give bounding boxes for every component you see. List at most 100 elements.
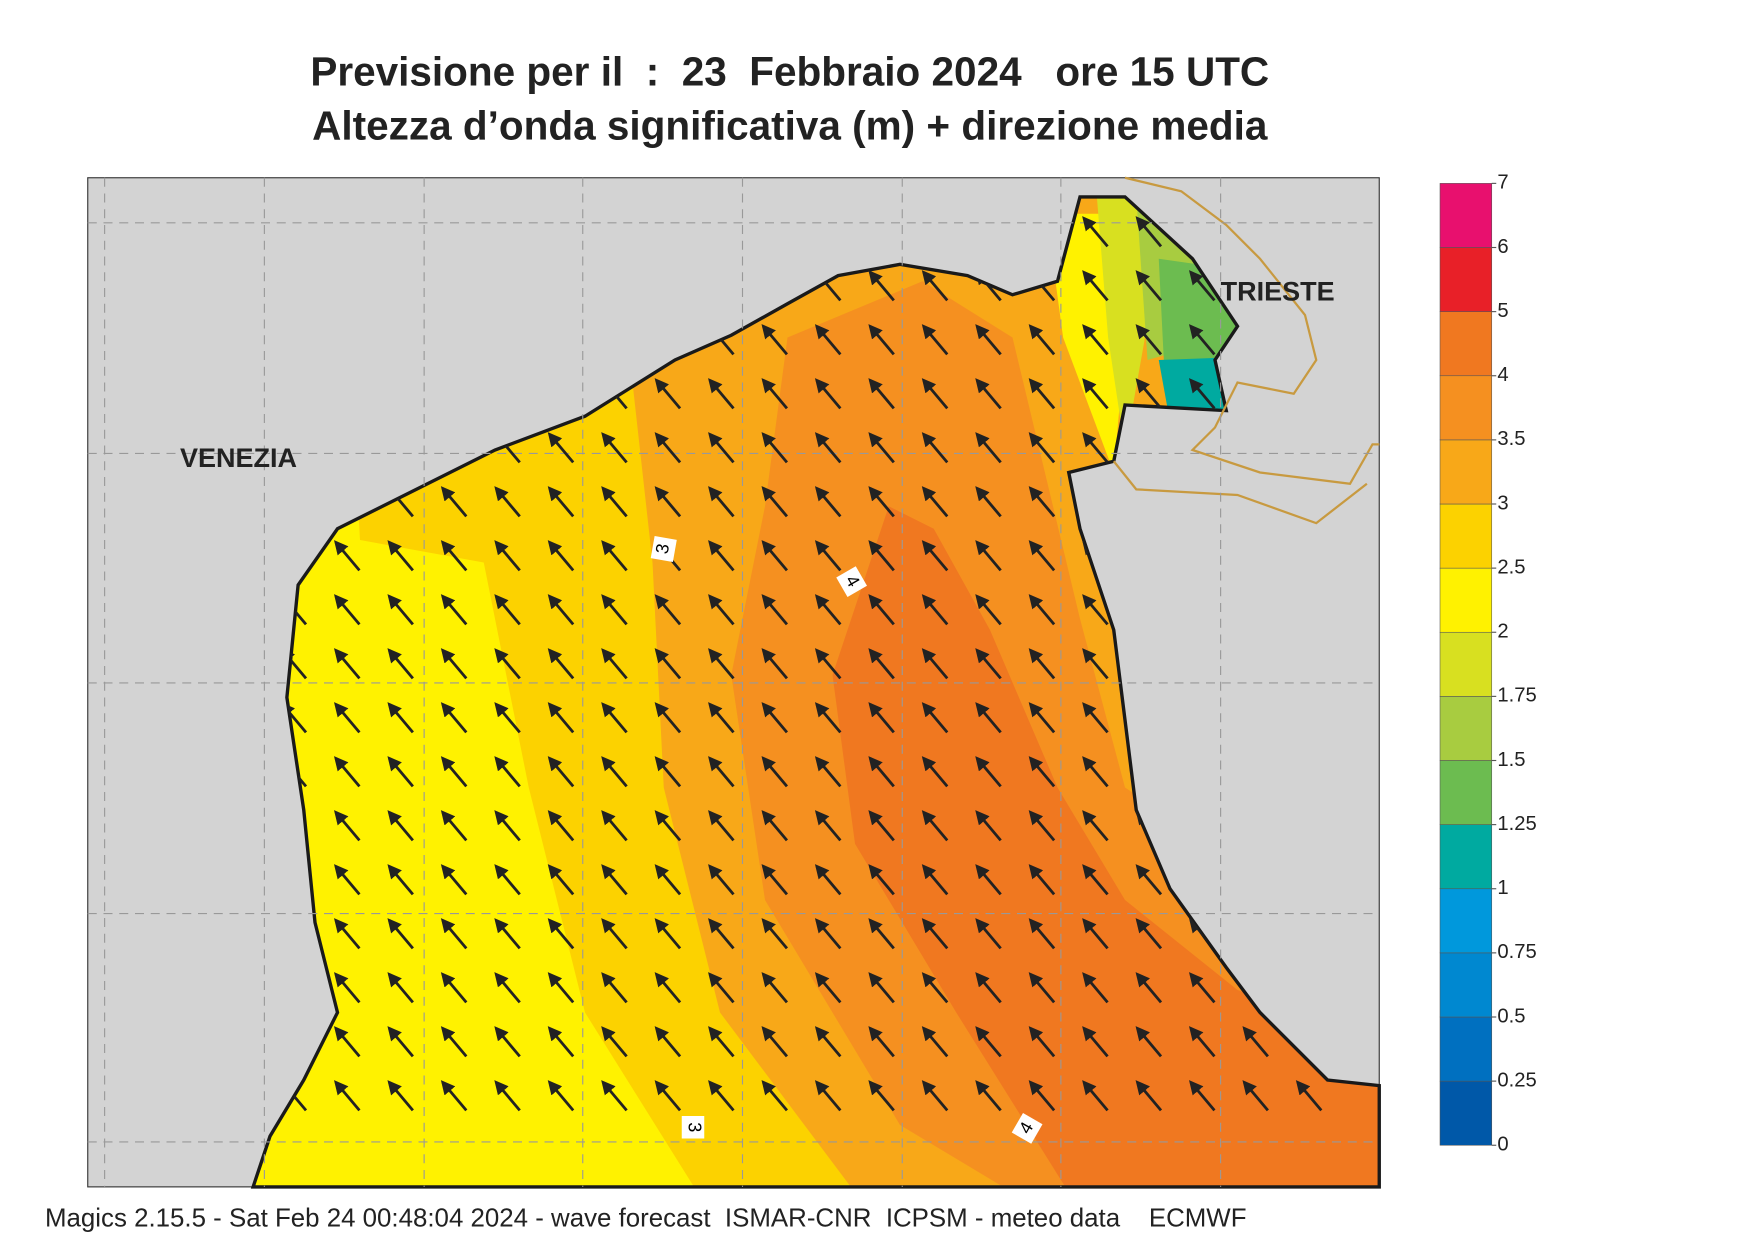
wave-arrow <box>1189 270 1216 302</box>
wave-arrow <box>708 864 735 896</box>
wave-arrow <box>601 1080 628 1112</box>
wave-arrow <box>761 1080 789 1112</box>
wave-arrow <box>761 486 789 518</box>
contour-value: 3 <box>652 542 673 555</box>
wave-arrow <box>1082 1026 1109 1058</box>
colorbar-label: 0.75 <box>1497 941 1536 963</box>
title: Previsione per il : 23 Febbraio 2024 ore… <box>310 49 1269 95</box>
wave-arrow <box>975 648 1002 680</box>
wave-arrow <box>1028 378 1056 410</box>
wave-arrow <box>868 864 895 896</box>
wave-arrow <box>440 648 468 680</box>
wave-arrow <box>547 1080 575 1112</box>
wave-arrow <box>547 810 575 842</box>
wave-arrow <box>440 1080 468 1112</box>
wave-arrow <box>761 972 789 1004</box>
wave-arrow <box>1295 1080 1323 1112</box>
wave-arrow <box>1082 1080 1109 1112</box>
wave-arrow <box>814 324 842 356</box>
wave-arrow <box>1082 594 1109 626</box>
wave-arrow <box>921 1080 949 1112</box>
wave-arrow <box>387 972 414 1004</box>
label-box <box>681 1116 705 1139</box>
colorbar-label: 1.5 <box>1497 749 1525 771</box>
wave-arrow <box>601 864 628 896</box>
wave-arrow <box>654 648 682 680</box>
wave-arrow <box>708 810 735 842</box>
wave-arrow <box>1082 918 1109 950</box>
wave-arrow <box>975 810 1002 842</box>
wave-arrow <box>387 540 414 572</box>
wave-arrow <box>921 594 949 626</box>
wave-arrow <box>868 324 895 356</box>
wave-arrow <box>814 486 842 518</box>
wave-arrow <box>387 918 414 950</box>
wave-arrow <box>814 1080 842 1112</box>
wave-arrow <box>547 594 575 626</box>
wave-arrow <box>494 864 521 896</box>
colorbar-label: 4 <box>1497 364 1508 386</box>
wave-arrow <box>708 756 735 788</box>
wave-arrow <box>547 648 575 680</box>
wave-arrow <box>921 972 949 1004</box>
wave-arrow <box>334 918 361 950</box>
wave-arrow <box>921 1026 949 1058</box>
wave-arrow <box>708 540 735 572</box>
wave-arrow <box>1028 540 1056 572</box>
wave-arrow <box>761 324 789 356</box>
wave-arrow <box>975 432 1002 464</box>
wave-arrow <box>975 486 1002 518</box>
colorbar-band <box>1439 567 1493 633</box>
wave-arrow <box>387 864 414 896</box>
contour-label: 4 <box>1011 1113 1043 1144</box>
colorbar-label: 0.25 <box>1497 1069 1536 1091</box>
wave-arrow <box>921 702 949 734</box>
wave-arrow <box>708 378 735 410</box>
wave-arrow <box>708 1026 735 1058</box>
wave-arrow <box>1028 432 1056 464</box>
wave-arrow <box>868 378 895 410</box>
wave-arrow <box>654 810 682 842</box>
wave-arrow <box>654 1026 682 1058</box>
wave-arrow <box>1082 378 1109 410</box>
colorbar-label: 2 <box>1497 621 1508 643</box>
wave-arrow <box>654 594 682 626</box>
wave-arrow <box>708 972 735 1004</box>
wave-arrow <box>761 918 789 950</box>
wave-arrow <box>440 918 468 950</box>
wave-arrow <box>921 756 949 788</box>
wave-arrow <box>601 1026 628 1058</box>
wave-arrow <box>975 378 1002 410</box>
wave-arrow <box>921 540 949 572</box>
wave-arrow <box>494 486 521 518</box>
wave-arrow <box>547 864 575 896</box>
wave-arrow <box>921 648 949 680</box>
wave-arrow <box>654 378 682 410</box>
colorbar-band <box>1439 760 1493 825</box>
wave-arrow <box>975 702 1002 734</box>
wave-arrow <box>1028 486 1056 518</box>
wave-arrow <box>868 918 895 950</box>
wave-arrow <box>868 594 895 626</box>
wave-arrow <box>761 756 789 788</box>
wave-arrow <box>814 864 842 896</box>
wave-arrow <box>547 486 575 518</box>
wave-arrow <box>1028 648 1056 680</box>
wave-arrow <box>654 702 682 734</box>
wave-arrow <box>601 918 628 950</box>
colorbar-band <box>1439 503 1493 569</box>
wave-arrow <box>1242 1026 1269 1058</box>
wave-arrow <box>868 540 895 572</box>
wave-arrow <box>1082 648 1109 680</box>
border <box>1124 176 1380 485</box>
wave-arrow <box>708 702 735 734</box>
wave-arrow <box>1135 378 1163 410</box>
wave-arrow <box>440 594 468 626</box>
wave-arrow <box>868 810 895 842</box>
wave-arrow <box>921 378 949 410</box>
wave-arrow <box>547 918 575 950</box>
wave-arrow <box>601 648 628 680</box>
wave-arrow <box>814 540 842 572</box>
wave-arrow <box>1135 918 1163 950</box>
wave-arrow <box>975 756 1002 788</box>
